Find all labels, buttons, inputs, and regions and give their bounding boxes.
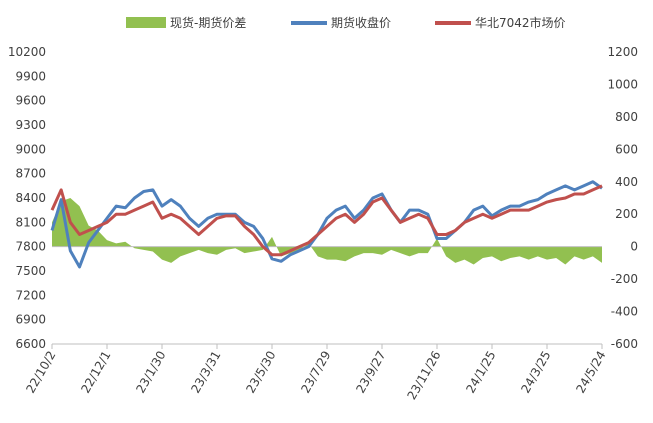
y-left-tick-label: 8700: [15, 167, 46, 181]
y-left-tick-label: 10200: [8, 45, 46, 59]
x-tick-label: 22/10/2: [23, 349, 58, 396]
y-left-tick-label: 7500: [15, 264, 46, 278]
y-right-tick-label: -600: [611, 337, 638, 351]
futures-line-series: [50, 180, 603, 269]
x-tick-label: 23/11/26: [405, 349, 444, 403]
legend-label-futures: 期货收盘价: [331, 15, 391, 30]
y-left-tick-label: 8100: [15, 215, 46, 229]
x-tick-label: 22/12/1: [78, 349, 113, 396]
y-right-tick-label: 400: [615, 175, 638, 189]
y-left-tick-label: 9600: [15, 94, 46, 108]
y-left-tick-label: 8400: [15, 191, 46, 205]
x-tick-label: 23/3/31: [188, 349, 223, 396]
y-left-tick-label: 6600: [15, 337, 46, 351]
y-right-tick-label: 1200: [607, 45, 638, 59]
x-tick-label: 23/1/30: [133, 349, 168, 396]
y-right-tick-label: 0: [630, 240, 638, 254]
x-tick-label: 23/9/27: [353, 349, 388, 396]
y-left-tick-label: 9000: [15, 142, 46, 156]
x-axis: 22/10/2 22/12/1 23/1/30 23/3/31 23/5/30 23/7/…: [23, 343, 609, 403]
y-left-tick-label: 7200: [15, 288, 46, 302]
x-tick-label: 23/5/30: [243, 349, 278, 396]
legend-label-spread: 现货-期货价差: [170, 15, 246, 30]
legend-swatch-spread: [126, 17, 166, 28]
y-left-tick-label: 9300: [15, 118, 46, 132]
y-right-tick-label: -200: [611, 272, 638, 286]
x-tick-label: 24/5/24: [573, 349, 608, 396]
legend: 现货-期货价差 期货收盘价 华北7042市场价: [126, 15, 566, 30]
y-right-tick-label: 200: [615, 207, 638, 221]
y-right-tick-label: 600: [615, 142, 638, 156]
spot-line-series: [50, 184, 603, 257]
y-left-tick-label: 7800: [15, 240, 46, 254]
y-right-tick-label: -400: [611, 305, 638, 319]
y-axis-right: -600 -400 -200 0 200 400 600 800 1000 1200: [607, 45, 638, 351]
y-axis-left: 6600 6900 7200 7500 7800 8100 8400 8700 9000 9300…: [8, 45, 46, 351]
x-tick-label: 24/3/25: [518, 349, 553, 396]
y-right-tick-label: 1000: [607, 77, 638, 91]
y-right-tick-label: 800: [615, 110, 638, 124]
y-left-tick-label: 6900: [15, 313, 46, 327]
x-tick-label: 24/1/25: [463, 349, 498, 396]
spread-area: [52, 198, 602, 265]
legend-label-spot: 华北7042市场价: [475, 15, 566, 30]
spread-area-series: [51, 197, 603, 265]
x-tick-label: 23/7/29: [298, 349, 333, 396]
y-left-tick-label: 9900: [15, 69, 46, 83]
